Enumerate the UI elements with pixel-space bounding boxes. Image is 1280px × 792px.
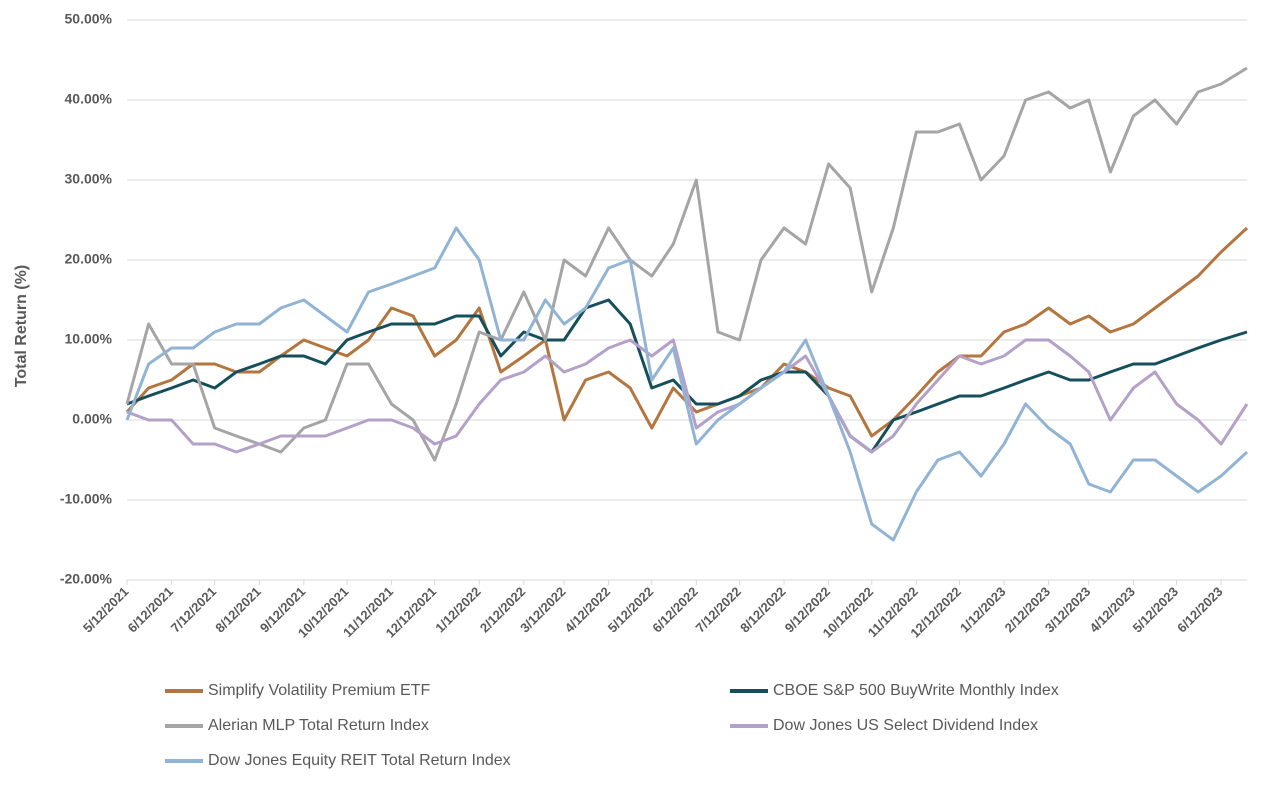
y-tick-label: -20.00% <box>60 571 113 587</box>
y-tick-label: 30.00% <box>65 171 113 187</box>
y-tick-label: -10.00% <box>60 491 113 507</box>
legend-label: CBOE S&P 500 BuyWrite Monthly Index <box>773 682 1059 699</box>
legend-label: Alerian MLP Total Return Index <box>208 717 429 734</box>
y-tick-label: 50.00% <box>65 11 113 27</box>
y-tick-label: 40.00% <box>65 91 113 107</box>
legend-label: Dow Jones Equity REIT Total Return Index <box>208 752 511 769</box>
y-tick-label: 0.00% <box>72 411 112 427</box>
series-line <box>126 338 1249 454</box>
legend-label: Dow Jones US Select Dividend Index <box>773 717 1038 734</box>
series-line <box>125 226 1249 542</box>
y-axis-label: Total Return (%) <box>13 265 30 387</box>
legend-label: Simplify Volatility Premium ETF <box>208 682 430 699</box>
y-tick-label: 20.00% <box>65 251 113 267</box>
y-tick-label: 10.00% <box>65 331 113 347</box>
series-line <box>125 66 1248 462</box>
